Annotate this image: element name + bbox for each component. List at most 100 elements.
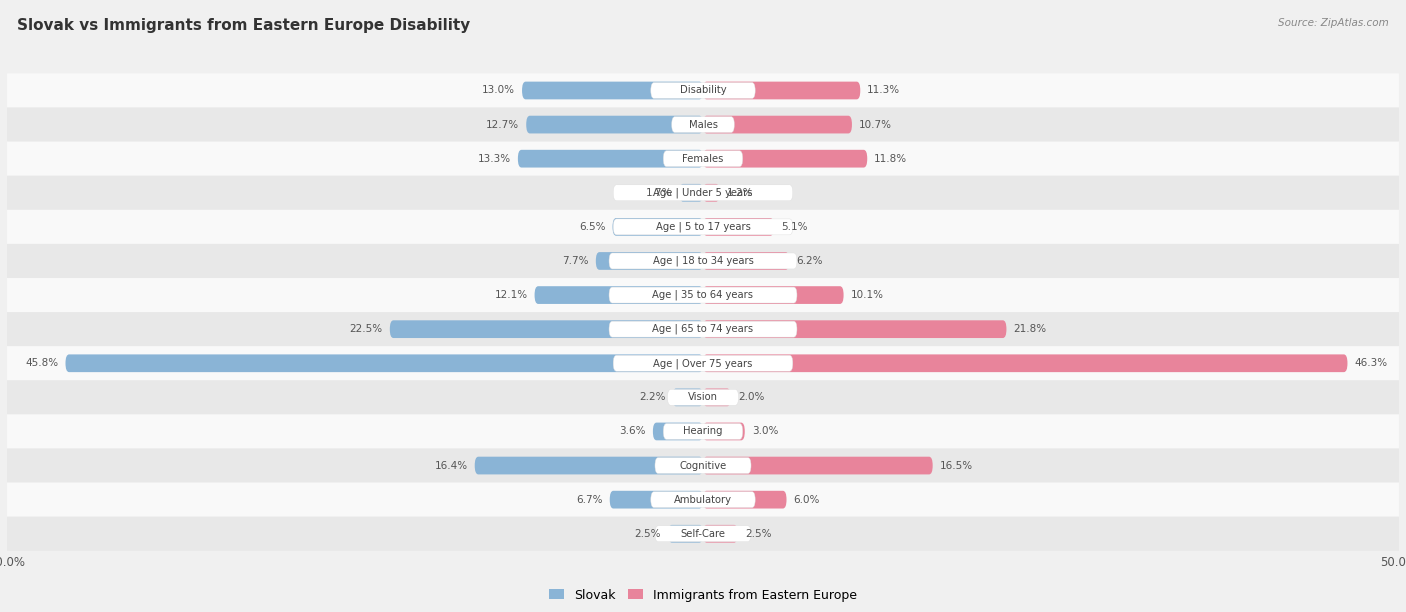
FancyBboxPatch shape [672,117,734,133]
Text: 13.0%: 13.0% [482,86,515,95]
Text: 1.7%: 1.7% [645,188,672,198]
FancyBboxPatch shape [526,116,703,133]
FancyBboxPatch shape [609,287,797,303]
FancyBboxPatch shape [609,321,797,337]
Text: 11.8%: 11.8% [875,154,907,163]
FancyBboxPatch shape [652,423,703,440]
FancyBboxPatch shape [703,252,789,270]
FancyBboxPatch shape [703,218,773,236]
Text: 16.5%: 16.5% [939,461,973,471]
FancyBboxPatch shape [651,491,755,507]
Text: 7.7%: 7.7% [562,256,589,266]
FancyBboxPatch shape [613,218,703,236]
Text: Disability: Disability [679,86,727,95]
FancyBboxPatch shape [389,320,703,338]
FancyBboxPatch shape [703,354,1347,372]
FancyBboxPatch shape [475,457,703,474]
Text: 6.5%: 6.5% [579,222,606,232]
Text: Age | 35 to 64 years: Age | 35 to 64 years [652,290,754,300]
FancyBboxPatch shape [534,286,703,304]
Legend: Slovak, Immigrants from Eastern Europe: Slovak, Immigrants from Eastern Europe [544,584,862,606]
FancyBboxPatch shape [609,253,797,269]
FancyBboxPatch shape [7,73,1399,108]
Text: 6.7%: 6.7% [576,494,603,505]
FancyBboxPatch shape [517,150,703,168]
Text: Age | 5 to 17 years: Age | 5 to 17 years [655,222,751,232]
Text: Age | Under 5 years: Age | Under 5 years [654,187,752,198]
FancyBboxPatch shape [703,116,852,133]
Text: Source: ZipAtlas.com: Source: ZipAtlas.com [1278,18,1389,28]
FancyBboxPatch shape [7,210,1399,244]
FancyBboxPatch shape [664,424,742,439]
FancyBboxPatch shape [7,176,1399,210]
FancyBboxPatch shape [522,81,703,99]
FancyBboxPatch shape [703,286,844,304]
FancyBboxPatch shape [703,320,1007,338]
FancyBboxPatch shape [596,252,703,270]
Text: Females: Females [682,154,724,163]
FancyBboxPatch shape [7,244,1399,278]
FancyBboxPatch shape [7,483,1399,517]
FancyBboxPatch shape [7,278,1399,312]
Text: 46.3%: 46.3% [1354,358,1388,368]
FancyBboxPatch shape [668,389,738,405]
Text: 13.3%: 13.3% [478,154,510,163]
FancyBboxPatch shape [7,414,1399,449]
FancyBboxPatch shape [703,525,738,543]
Text: 2.0%: 2.0% [738,392,765,402]
FancyBboxPatch shape [7,141,1399,176]
Text: Vision: Vision [688,392,718,402]
Text: Males: Males [689,119,717,130]
Text: Age | 65 to 74 years: Age | 65 to 74 years [652,324,754,334]
Text: 3.0%: 3.0% [752,427,778,436]
FancyBboxPatch shape [7,380,1399,414]
FancyBboxPatch shape [703,457,932,474]
Text: 45.8%: 45.8% [25,358,59,368]
FancyBboxPatch shape [679,184,703,201]
FancyBboxPatch shape [703,150,868,168]
Text: 11.3%: 11.3% [868,86,900,95]
FancyBboxPatch shape [664,151,742,166]
Text: 6.2%: 6.2% [796,256,823,266]
FancyBboxPatch shape [703,81,860,99]
FancyBboxPatch shape [651,83,755,99]
FancyBboxPatch shape [672,389,703,406]
Text: 1.2%: 1.2% [727,188,754,198]
FancyBboxPatch shape [7,517,1399,551]
Text: 10.1%: 10.1% [851,290,883,300]
Text: Self-Care: Self-Care [681,529,725,539]
Text: 12.1%: 12.1% [495,290,527,300]
Text: Hearing: Hearing [683,427,723,436]
FancyBboxPatch shape [703,491,786,509]
FancyBboxPatch shape [7,346,1399,380]
FancyBboxPatch shape [668,525,703,543]
FancyBboxPatch shape [7,312,1399,346]
FancyBboxPatch shape [610,491,703,509]
FancyBboxPatch shape [655,526,751,542]
FancyBboxPatch shape [655,458,751,474]
Text: Age | Over 75 years: Age | Over 75 years [654,358,752,368]
Text: 6.0%: 6.0% [793,494,820,505]
Text: 5.1%: 5.1% [780,222,807,232]
Text: 12.7%: 12.7% [486,119,519,130]
Text: 2.5%: 2.5% [634,529,661,539]
Text: Age | 18 to 34 years: Age | 18 to 34 years [652,256,754,266]
Text: 3.6%: 3.6% [620,427,645,436]
Text: 10.7%: 10.7% [859,119,891,130]
FancyBboxPatch shape [613,219,793,235]
FancyBboxPatch shape [7,449,1399,483]
Text: 16.4%: 16.4% [434,461,468,471]
Text: 22.5%: 22.5% [350,324,382,334]
Text: Slovak vs Immigrants from Eastern Europe Disability: Slovak vs Immigrants from Eastern Europe… [17,18,470,34]
Text: Cognitive: Cognitive [679,461,727,471]
FancyBboxPatch shape [703,423,745,440]
Text: 2.5%: 2.5% [745,529,772,539]
Text: Ambulatory: Ambulatory [673,494,733,505]
FancyBboxPatch shape [703,389,731,406]
FancyBboxPatch shape [613,356,793,371]
FancyBboxPatch shape [7,108,1399,141]
Text: 2.2%: 2.2% [638,392,665,402]
FancyBboxPatch shape [703,184,720,201]
Text: 21.8%: 21.8% [1014,324,1046,334]
FancyBboxPatch shape [613,185,793,201]
